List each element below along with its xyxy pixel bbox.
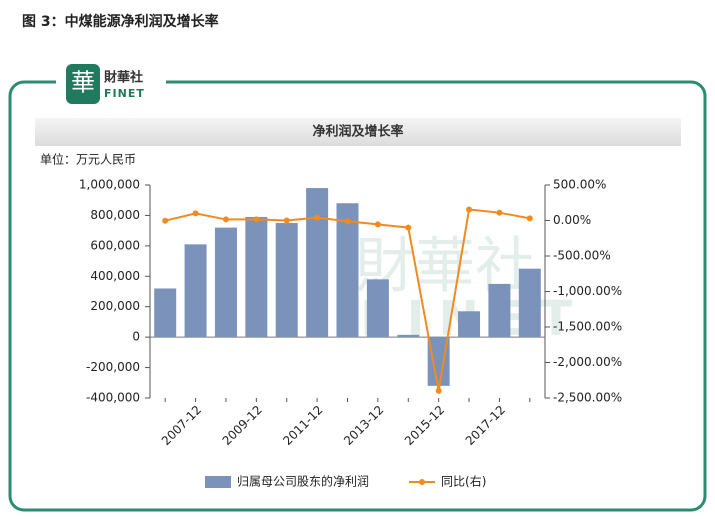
- point: [344, 218, 351, 225]
- point: [253, 216, 260, 223]
- point: [526, 215, 533, 222]
- legend-label: 归属母公司股东的净利润: [237, 474, 369, 489]
- bar: [336, 203, 359, 338]
- point: [496, 209, 503, 216]
- bar: [275, 223, 298, 338]
- bar: [458, 311, 481, 338]
- y2-tick-label: -1,500.00%: [553, 320, 622, 334]
- logo-badge: [66, 64, 100, 104]
- y-tick-label: -200,000: [86, 360, 140, 374]
- point: [374, 221, 381, 228]
- y-tick-label: 400,000: [90, 269, 140, 283]
- bar: [245, 216, 268, 338]
- y-tick-label: 0: [132, 330, 140, 344]
- point: [314, 214, 321, 221]
- unit-label: 单位：万元人民币: [40, 152, 136, 167]
- point: [405, 224, 412, 231]
- legend-swatch: [205, 476, 231, 488]
- y2-tick-label: 0.00%: [553, 213, 591, 227]
- y2-tick-label: -500.00%: [553, 249, 611, 263]
- y2-tick-label: -2,500.00%: [553, 391, 622, 405]
- y-tick-label: 600,000: [90, 238, 140, 252]
- bar: [366, 279, 389, 338]
- bar: [488, 283, 511, 338]
- y-tick-label: 800,000: [90, 208, 140, 222]
- bar: [518, 268, 541, 338]
- y2-tick-label: 500.00%: [553, 178, 606, 192]
- point: [435, 387, 442, 394]
- point: [192, 210, 199, 217]
- logo-mark: 華: [71, 69, 95, 97]
- y-tick-label: -400,000: [86, 391, 140, 405]
- logo-sub: FINET: [104, 87, 145, 100]
- chart-title: 净利润及增长率: [312, 124, 403, 140]
- y2-tick-label: -2,000.00%: [553, 355, 622, 369]
- y-tick-label: 1,000,000: [79, 178, 140, 192]
- bar: [427, 337, 450, 386]
- bar: [184, 244, 207, 338]
- legend-dot: [419, 479, 426, 485]
- bar: [306, 188, 329, 338]
- y-tick-label: 200,000: [90, 299, 140, 313]
- point: [283, 217, 290, 224]
- point: [162, 217, 169, 224]
- legend-label: 同比(右): [441, 474, 486, 489]
- y2-tick-label: -1,000.00%: [553, 284, 622, 298]
- bar: [154, 288, 177, 338]
- bar: [214, 227, 237, 338]
- figure-heading: 图 3：中煤能源净利润及增长率: [22, 13, 219, 30]
- logo-name: 財華社: [103, 70, 143, 86]
- point: [466, 206, 473, 213]
- bar: [397, 334, 420, 338]
- point: [222, 216, 229, 223]
- title-bar: [35, 118, 681, 146]
